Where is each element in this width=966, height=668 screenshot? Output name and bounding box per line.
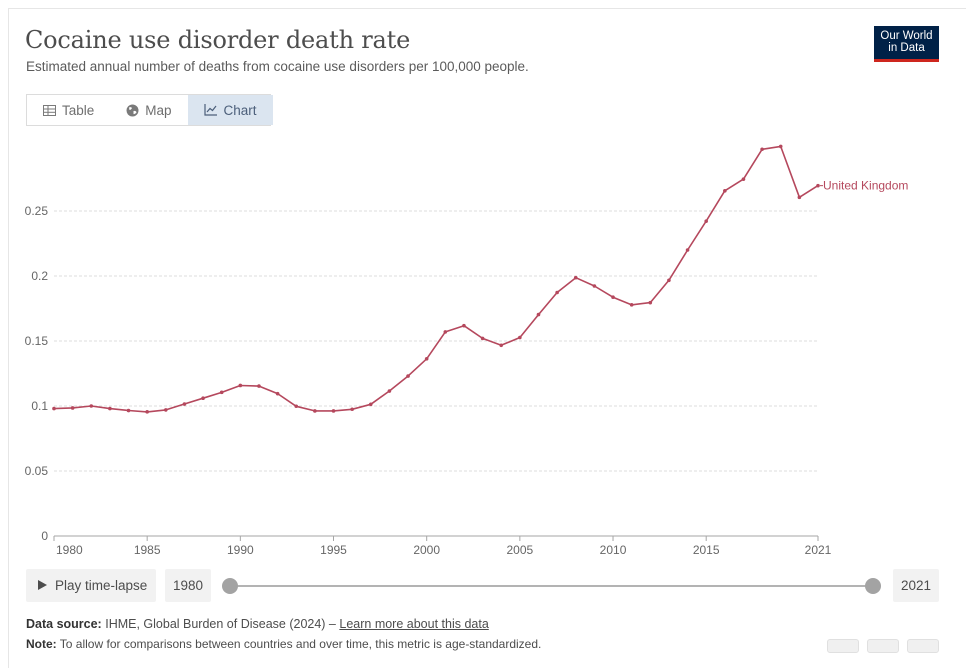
data-point[interactable]: [592, 284, 597, 288]
data-point[interactable]: [182, 402, 187, 406]
timeline-slider-track[interactable]: [230, 585, 873, 587]
data-point[interactable]: [313, 409, 317, 413]
data-point[interactable]: [108, 406, 112, 411]
line-chart: 0 0.05 0.1 0.15 0.2 0.25 1980 1985 1990 1995 2000 2…: [25, 144, 908, 557]
chart-note: Note: To allow for comparisons between c…: [26, 637, 541, 651]
end-year-box[interactable]: 2021: [893, 569, 939, 602]
x-tick-label: 1980: [56, 543, 83, 557]
source-label: Data source:: [26, 617, 102, 631]
logo-line-2: in Data: [888, 42, 925, 54]
owid-logo[interactable]: Our World in Data: [874, 26, 939, 62]
y-tick-label: 0.2: [31, 269, 48, 283]
tab-map-label: Map: [145, 102, 172, 118]
line-chart-icon: [203, 104, 218, 116]
y-tick-label: 0.25: [25, 204, 49, 218]
data-source: Data source: IHME, Global Burden of Dise…: [26, 617, 489, 631]
data-point[interactable]: [704, 219, 708, 223]
data-point[interactable]: [499, 343, 504, 348]
data-point[interactable]: [797, 195, 802, 200]
share-button[interactable]: [867, 639, 899, 653]
data-point[interactable]: [667, 278, 671, 283]
data-point[interactable]: [368, 402, 373, 407]
data-point[interactable]: [70, 406, 75, 410]
fullscreen-button[interactable]: [907, 639, 939, 653]
data-point[interactable]: [126, 408, 131, 413]
timeline-end-handle[interactable]: [865, 578, 881, 594]
chart-title: Cocaine use disorder death rate: [25, 26, 411, 54]
x-tick-label: 2005: [507, 543, 534, 557]
data-point[interactable]: [387, 389, 392, 393]
data-point[interactable]: [723, 189, 727, 193]
timeline-start-handle[interactable]: [222, 578, 238, 594]
x-tick-label: 2021: [805, 543, 832, 557]
data-point[interactable]: [164, 408, 168, 412]
data-point[interactable]: [778, 144, 783, 149]
series-label-united-kingdom[interactable]: United Kingdom: [823, 179, 908, 193]
x-tick-label: 1995: [320, 543, 347, 557]
data-point[interactable]: [648, 300, 653, 305]
data-point[interactable]: [424, 357, 429, 361]
data-point[interactable]: [462, 323, 466, 328]
data-point[interactable]: [555, 290, 559, 295]
note-text: To allow for comparisons between countri…: [59, 637, 542, 651]
data-point[interactable]: [760, 147, 764, 152]
data-point[interactable]: [238, 383, 243, 388]
logo-line-1: Our World: [880, 30, 933, 42]
tab-table-label: Table: [62, 102, 95, 118]
play-timelapse-label: Play time-lapse: [55, 578, 148, 593]
tab-chart[interactable]: Chart: [187, 95, 273, 125]
x-tick-label: 2000: [413, 543, 440, 557]
data-point[interactable]: [275, 391, 280, 396]
y-tick-label: 0.15: [25, 334, 49, 348]
data-point[interactable]: [685, 248, 690, 252]
series-line-united-kingdom: [53, 145, 819, 413]
data-point[interactable]: [201, 396, 205, 401]
note-label: Note:: [26, 637, 57, 651]
data-point[interactable]: [294, 404, 299, 409]
y-tick-label: 0.05: [25, 464, 49, 478]
data-point[interactable]: [536, 312, 541, 317]
data-point[interactable]: [145, 410, 149, 414]
play-timelapse-button[interactable]: Play time-lapse: [26, 569, 156, 602]
data-point[interactable]: [443, 330, 448, 334]
tab-chart-label: Chart: [223, 102, 257, 118]
learn-more-link[interactable]: Learn more about this data: [339, 617, 489, 631]
data-point[interactable]: [406, 374, 410, 378]
x-tick-label: 1990: [227, 543, 254, 557]
x-tick-label: 2010: [600, 543, 627, 557]
y-tick-label: 0: [41, 529, 48, 543]
tab-map[interactable]: Map: [110, 95, 187, 125]
data-point[interactable]: [219, 390, 224, 395]
start-year-box[interactable]: 1980: [165, 569, 211, 602]
data-point[interactable]: [52, 406, 56, 411]
data-point[interactable]: [816, 183, 820, 188]
tab-table[interactable]: Table: [27, 95, 110, 125]
data-point[interactable]: [257, 384, 261, 388]
data-point[interactable]: [350, 407, 354, 412]
data-point[interactable]: [573, 275, 578, 280]
data-point[interactable]: [89, 404, 94, 408]
table-icon: [43, 104, 56, 116]
timeline-controls: Play time-lapse 1980 2021: [26, 569, 946, 603]
data-point[interactable]: [518, 335, 522, 340]
x-tick-label: 1985: [134, 543, 161, 557]
data-point[interactable]: [480, 336, 485, 341]
view-tabs: Table Map Chart: [26, 94, 273, 126]
data-point[interactable]: [611, 295, 615, 299]
globe-icon: [126, 104, 139, 117]
y-tick-label: 0.1: [31, 399, 48, 413]
data-point[interactable]: [629, 303, 634, 307]
chart-frame: [8, 8, 966, 668]
chart-subtitle: Estimated annual number of deaths from c…: [26, 59, 529, 74]
download-button[interactable]: [827, 639, 859, 653]
play-icon: [38, 578, 47, 593]
source-text: IHME, Global Burden of Disease (2024) –: [105, 617, 340, 631]
data-point[interactable]: [331, 409, 336, 413]
x-tick-label: 2015: [693, 543, 720, 557]
data-point[interactable]: [741, 177, 746, 181]
